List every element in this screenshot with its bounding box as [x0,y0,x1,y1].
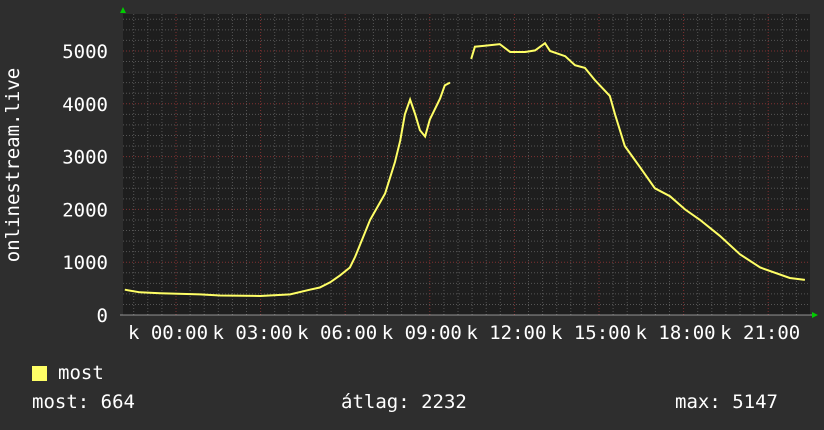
y-tick-label: 3000 [62,147,108,169]
x-tick-label: k 18:00 [636,322,716,344]
x-tick-label: k 06:00 [297,322,377,344]
y-tick-label: 1000 [62,252,108,274]
series-line-most [124,41,806,298]
x-tick-label: k 09:00 [382,322,462,344]
legend-label: most [58,362,104,384]
y-tick-label: 2000 [62,199,108,221]
legend-swatch [32,366,47,381]
y-tick-label: 4000 [62,94,108,116]
x-tick-label: k 21:00 [720,322,800,344]
x-tick-label: k 12:00 [466,322,546,344]
x-axis-arrow-icon [812,312,818,318]
y-axis-arrow-icon [120,7,126,13]
y-axis-label: onlinestream.live [2,68,24,262]
plot-area [123,14,810,315]
stat-current: most: 664 [32,391,135,413]
y-tick-label: 0 [97,305,108,327]
x-tick-label: k 00:00 [128,322,208,344]
stat-average: átlag: 2232 [341,391,467,413]
x-tick-label: k 15:00 [551,322,631,344]
stat-max: max: 5147 [675,391,778,413]
x-tick-label: k 03:00 [213,322,293,344]
y-tick-label: 5000 [62,41,108,63]
